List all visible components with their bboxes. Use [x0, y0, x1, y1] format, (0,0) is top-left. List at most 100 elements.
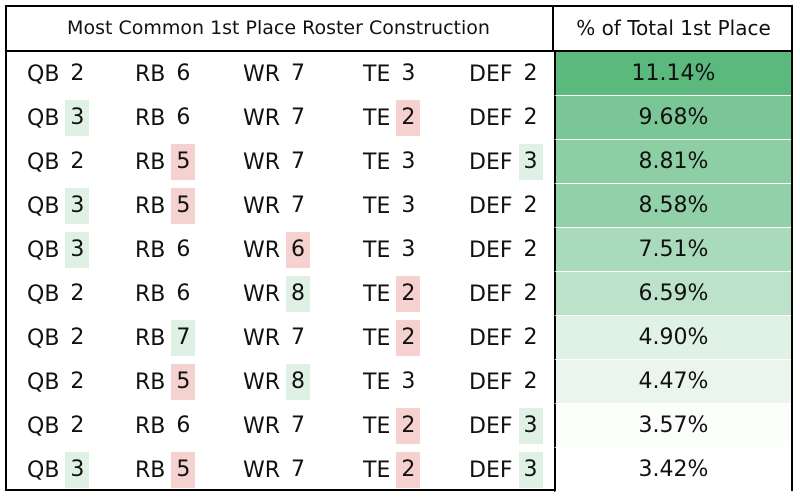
def-label: DEF: [469, 413, 513, 439]
wr-count: 7: [291, 457, 306, 482]
def-label: DEF: [469, 369, 513, 395]
wr-cell: WR 7: [243, 316, 310, 360]
rb-cell: RB 6: [135, 272, 195, 316]
te-count: 2: [396, 276, 421, 312]
te-label: TE: [363, 193, 391, 219]
te-count: 2: [396, 100, 421, 136]
te-cell: TE 2: [363, 404, 421, 448]
table-row: QB 3 RB 6 WR 6 TE 3 DEF 2 7.51%: [7, 228, 791, 272]
rb-cell: RB 5: [135, 184, 196, 228]
rb-cell: RB 7: [135, 316, 196, 360]
def-cell: DEF 3: [469, 404, 543, 448]
te-cell: TE 3: [363, 52, 420, 96]
def-cell: DEF 2: [469, 184, 543, 228]
def-count: 2: [523, 193, 538, 218]
wr-cell: WR 7: [243, 140, 310, 184]
def-count: 2: [523, 105, 538, 130]
te-label: TE: [363, 281, 391, 307]
table-row: QB 3 RB 5 WR 7 TE 3 DEF 2 8.58%: [7, 184, 791, 228]
qb-count: 2: [70, 369, 85, 394]
table-row: QB 2 RB 6 WR 7 TE 3 DEF 2 11.14%: [7, 52, 791, 96]
def-count: 3: [518, 452, 543, 488]
percent-cell: 4.47%: [554, 360, 791, 404]
qb-label: QB: [27, 193, 60, 219]
wr-count: 7: [291, 149, 306, 174]
wr-count: 7: [291, 413, 306, 438]
te-cell: TE 2: [363, 448, 421, 492]
def-count: 3: [518, 408, 543, 444]
def-label: DEF: [469, 281, 513, 307]
wr-label: WR: [243, 149, 281, 175]
def-label: DEF: [469, 105, 513, 131]
table-row: QB 3 RB 6 WR 7 TE 2 DEF 2 9.68%: [7, 96, 791, 140]
table-body: QB 2 RB 6 WR 7 TE 3 DEF 2 11.14% QB 3 RB 6 WR 7 TE 2 DEF 2 9.…: [7, 52, 791, 492]
te-count: 3: [401, 237, 416, 262]
rb-count: 5: [171, 452, 196, 488]
rb-cell: RB 5: [135, 360, 196, 404]
qb-cell: QB 2: [27, 316, 89, 360]
def-label: DEF: [469, 325, 513, 351]
te-label: TE: [363, 105, 391, 131]
def-label: DEF: [469, 61, 513, 87]
qb-count: 2: [70, 149, 85, 174]
def-label: DEF: [469, 237, 513, 263]
table-row: QB 2 RB 6 WR 8 TE 2 DEF 2 6.59%: [7, 272, 791, 316]
header-percent-first-place: % of Total 1st Place: [552, 5, 793, 52]
rb-count: 6: [176, 281, 191, 306]
wr-cell: WR 7: [243, 96, 310, 140]
te-label: TE: [363, 413, 391, 439]
wr-cell: WR 8: [243, 360, 311, 404]
qb-count: 3: [65, 232, 90, 268]
roster-table: [5, 5, 793, 491]
def-label: DEF: [469, 193, 513, 219]
wr-label: WR: [243, 61, 281, 87]
qb-count: 2: [70, 61, 85, 86]
def-count: 2: [523, 281, 538, 306]
def-count: 2: [523, 369, 538, 394]
qb-count: 3: [65, 188, 90, 224]
def-cell: DEF 2: [469, 96, 543, 140]
qb-cell: QB 2: [27, 52, 89, 96]
qb-count: 2: [70, 325, 85, 350]
qb-label: QB: [27, 369, 60, 395]
percent-cell: 6.59%: [554, 272, 791, 316]
wr-count: 7: [291, 61, 306, 86]
qb-label: QB: [27, 61, 60, 87]
def-cell: DEF 3: [469, 448, 543, 492]
rb-count: 6: [176, 61, 191, 86]
def-cell: DEF 2: [469, 228, 543, 272]
percent-cell: 3.42%: [554, 448, 791, 492]
wr-cell: WR 7: [243, 404, 310, 448]
def-label: DEF: [469, 149, 513, 175]
rb-count: 6: [176, 237, 191, 262]
qb-count: 2: [70, 281, 85, 306]
rb-label: RB: [135, 281, 166, 307]
wr-label: WR: [243, 193, 281, 219]
def-cell: DEF 3: [469, 140, 543, 184]
def-count: 3: [518, 144, 543, 180]
def-cell: DEF 2: [469, 52, 543, 96]
wr-label: WR: [243, 105, 281, 131]
percent-cell: 9.68%: [554, 96, 791, 140]
def-count: 2: [523, 237, 538, 262]
def-cell: DEF 2: [469, 272, 543, 316]
percent-cell: 8.81%: [554, 140, 791, 184]
rb-cell: RB 6: [135, 96, 195, 140]
rb-label: RB: [135, 193, 166, 219]
wr-count: 7: [291, 105, 306, 130]
rb-count: 5: [171, 364, 196, 400]
qb-label: QB: [27, 149, 60, 175]
wr-cell: WR 7: [243, 184, 310, 228]
te-cell: TE 3: [363, 228, 420, 272]
te-cell: TE 2: [363, 96, 421, 140]
wr-cell: WR 7: [243, 448, 310, 492]
te-count: 2: [396, 320, 421, 356]
def-label: DEF: [469, 457, 513, 483]
rb-cell: RB 5: [135, 448, 196, 492]
qb-cell: QB 3: [27, 184, 90, 228]
wr-cell: WR 6: [243, 228, 311, 272]
qb-cell: QB 3: [27, 96, 90, 140]
te-count: 3: [401, 149, 416, 174]
te-label: TE: [363, 237, 391, 263]
te-count: 3: [401, 369, 416, 394]
